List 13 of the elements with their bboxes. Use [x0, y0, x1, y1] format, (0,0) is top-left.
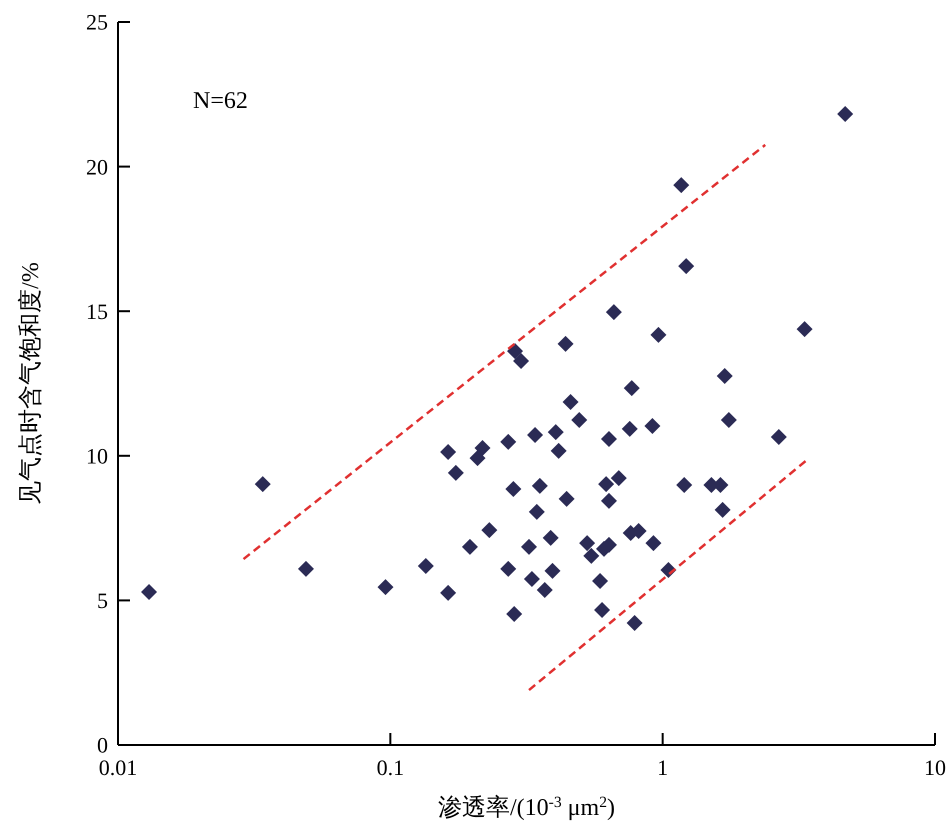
- y-tick-label: 25: [86, 10, 108, 35]
- x-tick-label: 10: [924, 755, 946, 780]
- x-tick-label: 0.01: [98, 755, 138, 780]
- y-tick-label: 5: [97, 588, 108, 614]
- y-tick-label: 10: [86, 444, 108, 468]
- x-axis-title: 渗透率/(10$^{-3}$ μm$^{2}$): [438, 794, 616, 821]
- y-tick-label: 15: [86, 298, 108, 324]
- x-tick-label: 0.1: [376, 755, 404, 780]
- y-tick-label: 0: [97, 732, 108, 758]
- x-tick-label: 1: [657, 755, 668, 780]
- annotation: N=62: [193, 88, 248, 114]
- y-tick-label: 20: [86, 154, 108, 180]
- y-axis-title: 见气点时含气饱和度/%: [17, 262, 44, 505]
